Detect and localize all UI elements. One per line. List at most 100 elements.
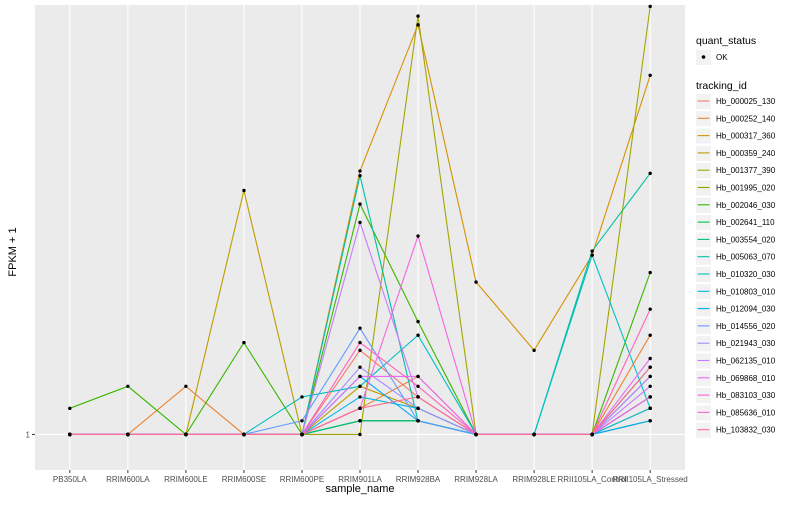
- data-point: [648, 406, 652, 411]
- legend-series-label: Hb_085636_010: [716, 408, 776, 417]
- data-point: [590, 249, 594, 253]
- data-point: [184, 384, 188, 388]
- y-tick-label: 1: [26, 430, 31, 439]
- legend-series-label: Hb_012094_030: [716, 305, 776, 314]
- legend-tracking-title: tracking_id: [696, 80, 747, 92]
- x-tick-label: RRIM928LE: [512, 475, 556, 484]
- data-point: [474, 280, 478, 284]
- legend-series-label: Hb_010320_030: [716, 270, 776, 279]
- data-point: [416, 406, 420, 411]
- legend-series-label: Hb_010803_010: [716, 287, 776, 296]
- data-point: [416, 374, 420, 379]
- data-point: [358, 419, 362, 423]
- data-points: [68, 4, 652, 437]
- data-point: [532, 348, 536, 353]
- data-point: [648, 356, 652, 361]
- data-point: [242, 432, 246, 437]
- data-point: [590, 432, 594, 437]
- data-point: [358, 340, 362, 345]
- data-point: [126, 384, 130, 388]
- data-point: [648, 171, 652, 176]
- data-point: [358, 395, 362, 399]
- data-point: [358, 384, 362, 388]
- legend-series-label: Hb_000317_360: [716, 132, 776, 141]
- x-tick-label: RRII105LA_Control: [557, 475, 627, 484]
- legend-point-symbol: [701, 55, 706, 59]
- legend-series-label: Hb_000025_130: [716, 97, 776, 106]
- data-point: [358, 365, 362, 369]
- x-axis-title: sample_name: [325, 483, 394, 495]
- y-axis-title: FPKM + 1: [7, 227, 19, 276]
- data-point: [358, 374, 362, 379]
- data-point: [358, 173, 362, 178]
- legend-tracking-items: Hb_000025_130 Hb_000252_140 Hb_000317_360 H…: [696, 94, 776, 438]
- x-axis: PB350LA RRIM600LA RRIM600LE RRIM600SE RRIM60…: [53, 470, 688, 484]
- data-point: [416, 333, 420, 337]
- data-point: [416, 384, 420, 388]
- x-tick-label: PB350LA: [53, 475, 87, 484]
- legend-series-label: Hb_062135_010: [716, 357, 776, 366]
- x-tick-label: RRIM928BA: [396, 475, 441, 484]
- legend-series-label: Hb_103832_030: [716, 426, 776, 435]
- legend-status-title: quant_status: [696, 35, 756, 47]
- data-point: [416, 234, 420, 238]
- legend-series-label: Hb_000252_140: [716, 114, 776, 123]
- data-point: [648, 419, 652, 423]
- x-tick-label: RRIM928LA: [454, 475, 498, 484]
- data-point: [416, 319, 420, 324]
- data-point: [300, 432, 304, 437]
- data-point: [648, 395, 652, 399]
- data-point: [242, 188, 246, 193]
- data-point: [358, 348, 362, 353]
- data-point: [416, 395, 420, 399]
- data-point: [358, 406, 362, 411]
- data-point: [648, 73, 652, 77]
- legend-series-label: Hb_021943_030: [716, 339, 776, 348]
- data-point: [416, 419, 420, 423]
- data-point: [184, 432, 188, 437]
- legend: quant_status OK tracking_id Hb_000025_13…: [696, 35, 776, 438]
- legend-series-label: Hb_002046_030: [716, 201, 776, 210]
- data-point: [358, 202, 362, 206]
- x-tick-label: RRIM901LA: [338, 475, 382, 484]
- data-point: [648, 374, 652, 379]
- data-point: [532, 432, 536, 437]
- data-point: [648, 307, 652, 311]
- legend-status-items: OK: [696, 50, 728, 65]
- legend-series-label: Hb_083103_030: [716, 391, 776, 400]
- gridlines: [35, 5, 685, 470]
- legend-status-label: OK: [716, 53, 728, 62]
- x-tick-label: RRIM600PE: [280, 475, 324, 484]
- data-point: [358, 169, 362, 173]
- data-point: [126, 432, 130, 437]
- data-point: [416, 14, 420, 18]
- data-point: [242, 340, 246, 345]
- legend-series-label: Hb_000359_240: [716, 149, 776, 158]
- data-point: [648, 4, 652, 9]
- x-tick-label: RRIM600SE: [222, 475, 266, 484]
- legend-series-label: Hb_003554_020: [716, 235, 776, 244]
- x-tick-label: RRIM600LE: [164, 475, 208, 484]
- legend-series-label: Hb_002641_110: [716, 218, 775, 227]
- data-point: [416, 23, 420, 27]
- data-point: [648, 270, 652, 275]
- x-tick-label: RRII105LA_Stressed: [613, 475, 688, 484]
- data-point: [648, 384, 652, 388]
- data-point: [358, 432, 362, 437]
- data-point: [474, 432, 478, 437]
- legend-series-label: Hb_005063_070: [716, 253, 776, 262]
- data-point: [358, 220, 362, 225]
- legend-series-label: Hb_069868_010: [716, 374, 776, 383]
- data-point: [358, 326, 362, 330]
- legend-series-label: Hb_014556_020: [716, 322, 776, 331]
- x-tick-label: RRIM600LA: [106, 475, 150, 484]
- data-point: [68, 406, 72, 411]
- data-point: [300, 395, 304, 399]
- y-axis: 1: [26, 430, 35, 439]
- legend-series-label: Hb_001377_390: [716, 166, 776, 175]
- data-point: [68, 432, 72, 437]
- data-point: [648, 333, 652, 337]
- data-point: [590, 253, 594, 257]
